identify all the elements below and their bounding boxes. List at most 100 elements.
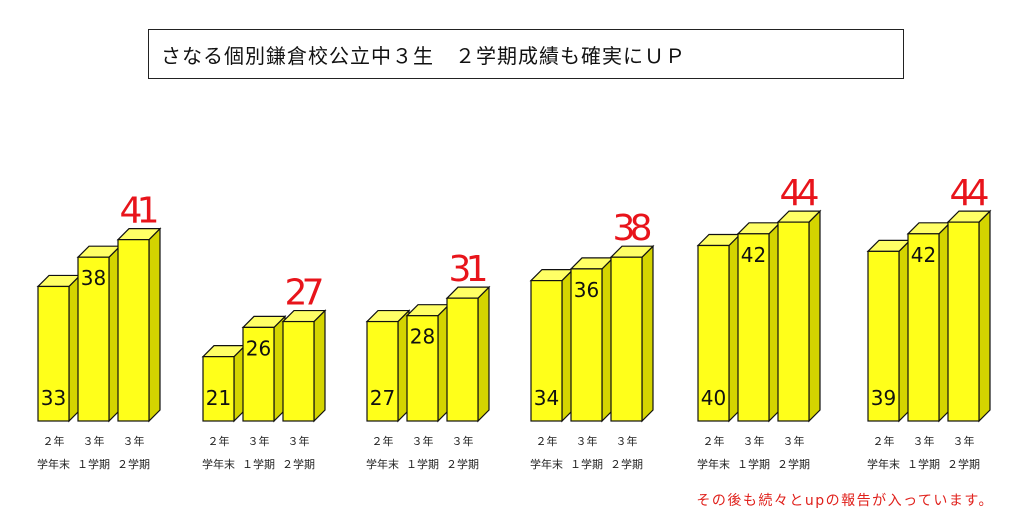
category-label-term: ２学期: [117, 457, 150, 471]
data-label: 31: [449, 249, 489, 290]
bar-front: [282, 320, 315, 422]
data-label: 26: [246, 336, 271, 360]
bar-side: [313, 309, 326, 423]
category-label-year: ２年: [873, 434, 895, 448]
category-label-term: ２学期: [947, 457, 980, 471]
data-label: 27: [370, 386, 395, 410]
category-label-term: １学期: [907, 457, 940, 471]
data-label: 44: [780, 173, 820, 214]
bar: [569, 256, 615, 423]
data-label: 33: [41, 386, 66, 410]
bar-side: [641, 244, 654, 423]
category-label-year: ３年: [576, 434, 598, 448]
category-label-year: ３年: [123, 434, 145, 448]
category-label-term: １学期: [242, 457, 275, 471]
category-label-term: 学年末: [697, 457, 730, 471]
bar-front: [202, 356, 235, 422]
bar-front: [907, 233, 940, 422]
bar-front: [242, 326, 275, 422]
category-label-year: ２年: [208, 434, 230, 448]
bar: [946, 209, 992, 423]
category-label-year: ３年: [288, 434, 310, 448]
data-label: 28: [410, 325, 435, 349]
category-label-year: ３年: [953, 434, 975, 448]
bar: [281, 309, 327, 423]
category-label-term: 学年末: [530, 457, 563, 471]
category-label-year: ３年: [616, 434, 638, 448]
bar: [116, 227, 162, 423]
category-label-term: 学年末: [366, 457, 399, 471]
bar: [906, 221, 952, 423]
category-label-year: ３年: [83, 434, 105, 448]
data-label: 39: [871, 386, 896, 410]
bar: [776, 209, 822, 423]
chart-title-box: さなる個別鎌倉校公立中３生 ２学期成績も確実にＵＰ: [148, 29, 904, 79]
category-label-year: ２年: [703, 434, 725, 448]
bar: [405, 303, 451, 423]
category-label-year: ３年: [248, 434, 270, 448]
bar-front: [366, 320, 399, 422]
bar-front: [777, 221, 810, 422]
data-label: 38: [613, 208, 653, 249]
category-label-year: ３年: [412, 434, 434, 448]
bar-side: [808, 209, 821, 423]
data-label: 42: [741, 243, 766, 267]
bar-front: [406, 315, 439, 422]
bar-side: [477, 285, 490, 423]
category-label-term: １学期: [570, 457, 603, 471]
category-label-term: 学年末: [37, 457, 70, 471]
data-label: 41: [120, 191, 160, 232]
data-label: 38: [81, 266, 106, 290]
data-label: 21: [206, 386, 231, 410]
bar-front: [947, 221, 980, 422]
footnote: その後も続々とupの報告が入っています。: [696, 493, 994, 509]
bar-front: [867, 250, 900, 422]
bar-front: [446, 297, 479, 422]
bar-front: [37, 285, 70, 422]
bar: [241, 314, 287, 423]
bar: [696, 233, 742, 423]
category-label-year: ３年: [452, 434, 474, 448]
bar: [445, 285, 491, 423]
category-label-term: １学期: [77, 457, 110, 471]
category-label-term: ２学期: [446, 457, 479, 471]
bar: [36, 274, 82, 423]
bar-front: [697, 244, 730, 422]
category-label-year: ３年: [743, 434, 765, 448]
bar-side: [148, 227, 161, 423]
data-label: 34: [534, 386, 559, 410]
data-label: 36: [574, 278, 599, 302]
data-label: 40: [701, 386, 726, 410]
bar-front: [530, 280, 563, 422]
bar-front: [117, 239, 150, 422]
category-label-year: ３年: [783, 434, 805, 448]
bar: [609, 244, 655, 423]
bar-front: [610, 256, 643, 422]
bar: [201, 344, 247, 423]
category-label-term: ２学期: [777, 457, 810, 471]
category-label-term: 学年末: [867, 457, 900, 471]
category-label-year: ２年: [536, 434, 558, 448]
bar-front: [737, 233, 770, 422]
category-label-year: ２年: [372, 434, 394, 448]
category-label-term: ２学期: [610, 457, 643, 471]
category-label-year: ２年: [43, 434, 65, 448]
category-label-term: １学期: [406, 457, 439, 471]
bar-front: [77, 256, 110, 422]
bar: [736, 221, 782, 423]
category-label-term: ２学期: [282, 457, 315, 471]
bar-side: [978, 209, 991, 423]
chart-title: さなる個別鎌倉校公立中３生 ２学期成績も確実にＵＰ: [161, 43, 686, 68]
data-label: 44: [950, 173, 990, 214]
category-label-term: １学期: [737, 457, 770, 471]
bar: [76, 244, 122, 423]
category-label-term: 学年末: [202, 457, 235, 471]
category-label-year: ３年: [913, 434, 935, 448]
